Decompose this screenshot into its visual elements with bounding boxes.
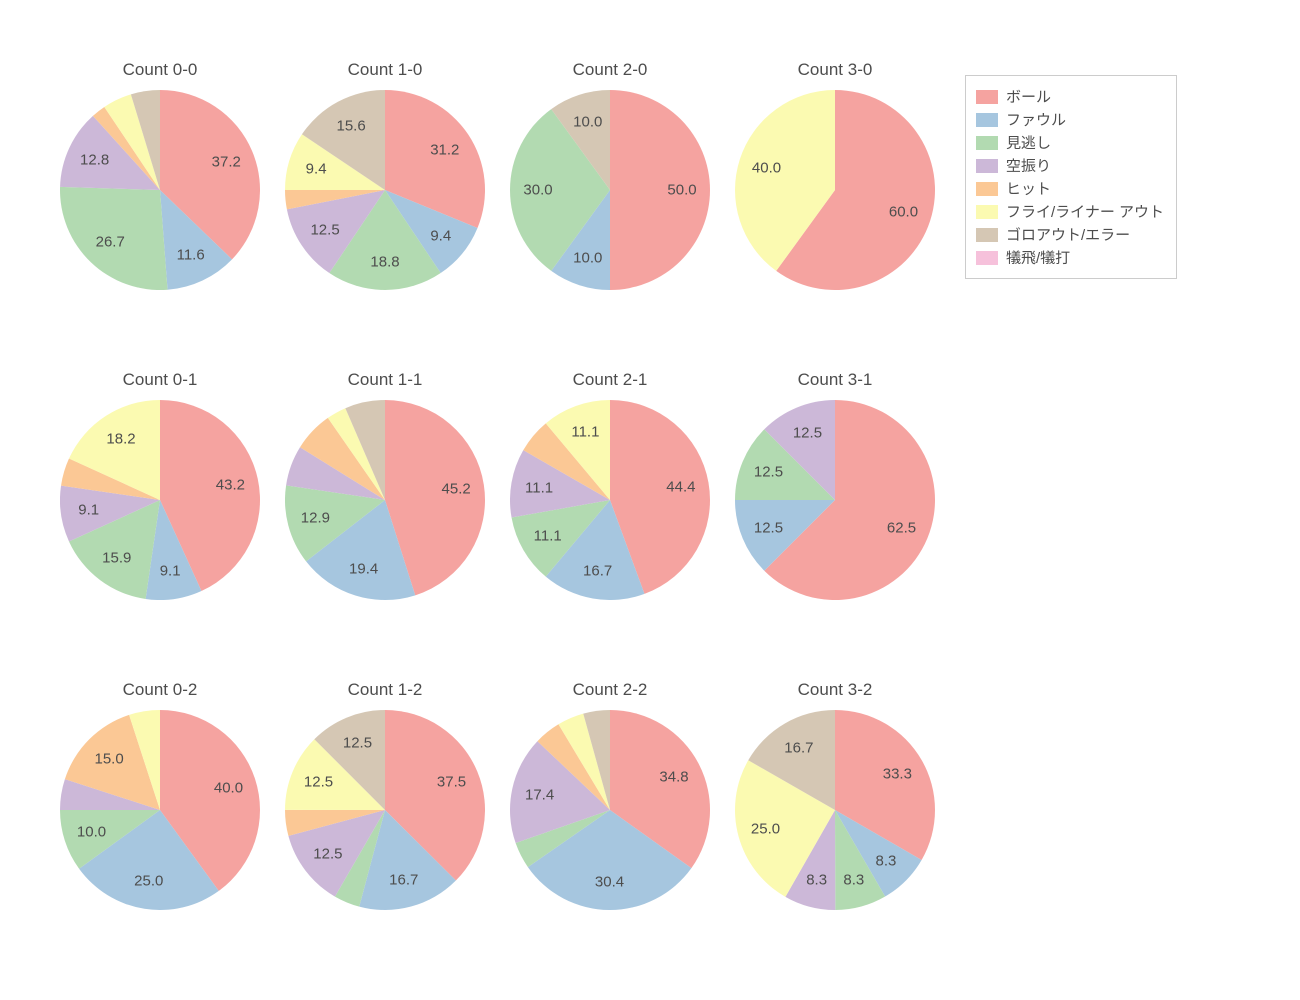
chart-title: Count 2-2 [510, 680, 710, 700]
legend-label: ヒット [1006, 178, 1051, 199]
pie-chart [285, 400, 485, 600]
legend-item: ヒット [976, 178, 1164, 199]
pie-chart [60, 400, 260, 600]
chart-title: Count 1-0 [285, 60, 485, 80]
legend-swatch [976, 251, 998, 265]
pie-chart [510, 710, 710, 910]
legend-item: ボール [976, 86, 1164, 107]
legend-swatch [976, 136, 998, 150]
pie-slice-ball [610, 90, 710, 290]
legend-item: フライ/ライナー アウト [976, 201, 1164, 222]
legend-label: 犠飛/犠打 [1006, 247, 1070, 268]
pie-chart [735, 90, 935, 290]
chart-title: Count 0-1 [60, 370, 260, 390]
chart-title: Count 2-0 [510, 60, 710, 80]
legend-label: 空振り [1006, 155, 1051, 176]
legend-label: フライ/ライナー アウト [1006, 201, 1164, 222]
legend-item: ゴロアウト/エラー [976, 224, 1164, 245]
chart-title: Count 2-1 [510, 370, 710, 390]
pie-chart [60, 710, 260, 910]
pie-chart [735, 400, 935, 600]
chart-title: Count 0-0 [60, 60, 260, 80]
legend-item: 犠飛/犠打 [976, 247, 1164, 268]
legend-swatch [976, 90, 998, 104]
legend: ボールファウル見逃し空振りヒットフライ/ライナー アウトゴロアウト/エラー犠飛/… [965, 75, 1177, 279]
legend-swatch [976, 228, 998, 242]
chart-title: Count 0-2 [60, 680, 260, 700]
legend-label: 見逃し [1006, 132, 1051, 153]
chart-title: Count 3-1 [735, 370, 935, 390]
chart-title: Count 3-0 [735, 60, 935, 80]
legend-swatch [976, 113, 998, 127]
pie-chart [285, 710, 485, 910]
legend-label: ゴロアウト/エラー [1006, 224, 1130, 245]
legend-item: 見逃し [976, 132, 1164, 153]
legend-label: ファウル [1006, 109, 1066, 130]
pie-chart [510, 400, 710, 600]
chart-title: Count 3-2 [735, 680, 935, 700]
pie-chart [285, 90, 485, 290]
pie-chart [510, 90, 710, 290]
legend-swatch [976, 205, 998, 219]
chart-title: Count 1-1 [285, 370, 485, 390]
chart-title: Count 1-2 [285, 680, 485, 700]
chart-grid: Count 0-037.211.626.712.8Count 1-031.29.… [0, 0, 1300, 1000]
legend-item: 空振り [976, 155, 1164, 176]
legend-item: ファウル [976, 109, 1164, 130]
pie-slice-look [60, 187, 168, 290]
pie-chart [735, 710, 935, 910]
pie-chart [60, 90, 260, 290]
legend-swatch [976, 182, 998, 196]
legend-label: ボール [1006, 86, 1051, 107]
legend-swatch [976, 159, 998, 173]
